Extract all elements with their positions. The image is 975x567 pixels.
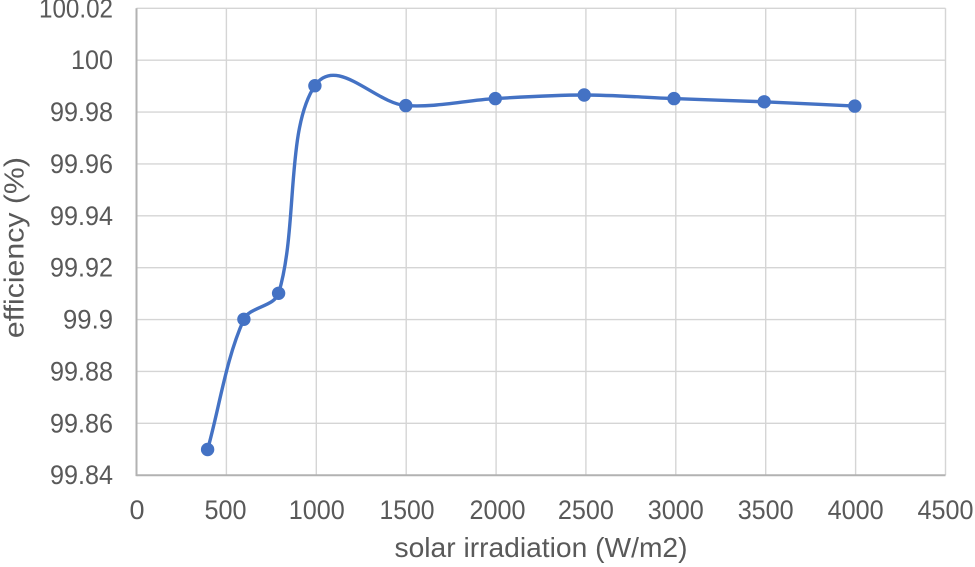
- svg-text:500: 500: [205, 495, 247, 525]
- svg-text:1000: 1000: [289, 495, 345, 525]
- svg-text:4500: 4500: [918, 495, 974, 525]
- svg-text:99.98: 99.98: [50, 97, 113, 127]
- svg-text:efficiency (%): efficiency (%): [0, 157, 29, 338]
- svg-text:99.92: 99.92: [50, 253, 113, 283]
- svg-text:99.84: 99.84: [50, 460, 113, 490]
- svg-text:4000: 4000: [828, 495, 884, 525]
- svg-text:99.9: 99.9: [63, 305, 113, 335]
- svg-text:3000: 3000: [648, 495, 704, 525]
- svg-text:1500: 1500: [380, 495, 435, 525]
- svg-text:3500: 3500: [738, 495, 794, 525]
- svg-text:99.96: 99.96: [50, 149, 113, 179]
- svg-text:2500: 2500: [558, 495, 614, 525]
- svg-text:99.86: 99.86: [50, 408, 113, 438]
- svg-text:99.94: 99.94: [50, 201, 113, 231]
- svg-text:0: 0: [129, 495, 144, 525]
- svg-text:99.88: 99.88: [50, 356, 113, 386]
- svg-text:100.02: 100.02: [39, 0, 113, 23]
- svg-text:100: 100: [71, 45, 113, 75]
- svg-text:solar irradiation (W/m2): solar irradiation (W/m2): [395, 532, 688, 563]
- svg-text:2000: 2000: [470, 495, 526, 525]
